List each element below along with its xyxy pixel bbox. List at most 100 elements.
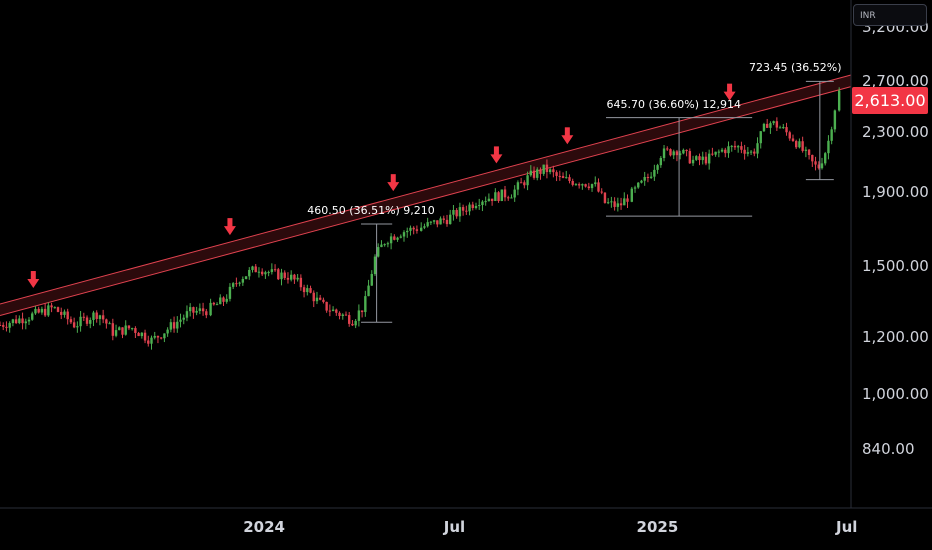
x-tick-label: Jul [836, 518, 858, 536]
candle-body [698, 156, 701, 161]
candle-body [510, 197, 513, 199]
candle-body [753, 151, 756, 154]
candle-body [762, 123, 766, 132]
candle-body [666, 148, 669, 150]
candle-body [590, 184, 594, 189]
candle-body [545, 164, 549, 173]
candle-body [134, 328, 137, 333]
candle-body [11, 319, 15, 324]
candle-body [523, 182, 526, 186]
candle-body [176, 321, 179, 329]
candle-body [182, 317, 185, 320]
candle-body [561, 176, 565, 178]
candle-body [720, 149, 724, 152]
candle-body [807, 149, 811, 155]
candle-body [481, 201, 484, 206]
candle-body [688, 151, 692, 164]
measure-layer [361, 80, 834, 323]
candle-body [577, 184, 581, 186]
candle-body [574, 184, 578, 186]
candle-body [409, 227, 412, 231]
candle-body [140, 332, 144, 337]
candle-body [172, 322, 176, 329]
candle-body [150, 337, 153, 344]
resistance-arrow [27, 271, 40, 289]
current-price-label: 2,613.00 [852, 87, 928, 114]
candle-body [367, 285, 370, 297]
channel-lower-line[interactable] [0, 86, 852, 317]
candle-body [270, 269, 274, 273]
candle-body [360, 310, 364, 313]
candle-body [286, 277, 290, 280]
candle-body [241, 279, 245, 283]
candle-body [640, 180, 643, 183]
candle-body [630, 188, 634, 202]
candle-body [222, 297, 225, 302]
candle-body [212, 302, 216, 305]
candle-body [121, 327, 124, 335]
candle-body [60, 311, 63, 315]
candle-body [283, 272, 286, 278]
candle-body [5, 326, 8, 328]
candle-body [111, 323, 115, 336]
candle-body [108, 323, 111, 325]
candle-body [209, 302, 212, 316]
candle-body [92, 312, 95, 320]
candle-body [127, 325, 131, 329]
candle-body [66, 311, 69, 320]
y-tick-label: 2,700.00 [862, 71, 929, 90]
currency-badge[interactable]: INR [853, 4, 927, 26]
candle-body [782, 127, 785, 129]
candle-body [749, 151, 753, 153]
channel-upper-line[interactable] [0, 74, 852, 305]
candle-body [695, 156, 698, 160]
candle-body [412, 227, 415, 230]
candle-body [603, 192, 607, 203]
candle-body [386, 243, 390, 245]
candle-body [730, 145, 733, 147]
candle-body [228, 286, 232, 299]
candle-body [322, 299, 325, 302]
candle-body [756, 143, 759, 154]
candle-body [315, 297, 319, 302]
candle-body [373, 256, 377, 274]
candle-body [691, 159, 695, 164]
candle-body [105, 319, 108, 324]
candle-body [653, 169, 656, 177]
resistance-arrow [490, 146, 503, 164]
candle-body [341, 314, 344, 317]
candle-body [389, 236, 393, 244]
candle-body [235, 283, 238, 285]
y-tick-label: 1,200.00 [862, 327, 929, 346]
candle-layer [0, 87, 841, 350]
y-tick-label: 2,300.00 [862, 122, 929, 141]
candle-body [548, 169, 552, 173]
channel-layer [0, 74, 852, 317]
candle-body [257, 271, 261, 273]
candle-body [130, 328, 134, 330]
candle-body [500, 189, 503, 202]
candle-body [827, 140, 830, 154]
candle-body [646, 177, 650, 179]
candle-body [82, 316, 86, 318]
candle-body [267, 272, 270, 274]
candle-body [302, 287, 306, 293]
candle-body [445, 219, 449, 225]
x-tick-label: 2024 [243, 518, 285, 536]
candle-body [370, 273, 373, 286]
candle-body [244, 276, 248, 280]
candle-body [804, 149, 808, 151]
candle-body [529, 170, 533, 176]
candle-body [2, 325, 5, 327]
candle-body [231, 283, 235, 287]
candle-body [811, 154, 814, 162]
candle-body [69, 319, 73, 323]
candle-body [34, 308, 37, 314]
candle-body [27, 319, 31, 322]
resistance-arrow [387, 174, 400, 192]
candle-body [40, 308, 44, 313]
x-tick-label: Jul [443, 518, 466, 536]
candle-body [623, 198, 626, 206]
candle-body [380, 244, 383, 248]
